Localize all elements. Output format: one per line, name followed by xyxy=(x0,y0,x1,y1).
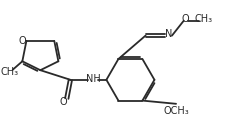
Text: OCH₃: OCH₃ xyxy=(163,106,189,116)
Text: O: O xyxy=(18,36,26,46)
Text: CH₃: CH₃ xyxy=(194,14,213,24)
Text: NH: NH xyxy=(86,74,100,84)
Text: O: O xyxy=(60,97,68,107)
Text: CH₃: CH₃ xyxy=(0,67,18,77)
Text: O: O xyxy=(182,14,190,24)
Text: N: N xyxy=(165,29,172,39)
